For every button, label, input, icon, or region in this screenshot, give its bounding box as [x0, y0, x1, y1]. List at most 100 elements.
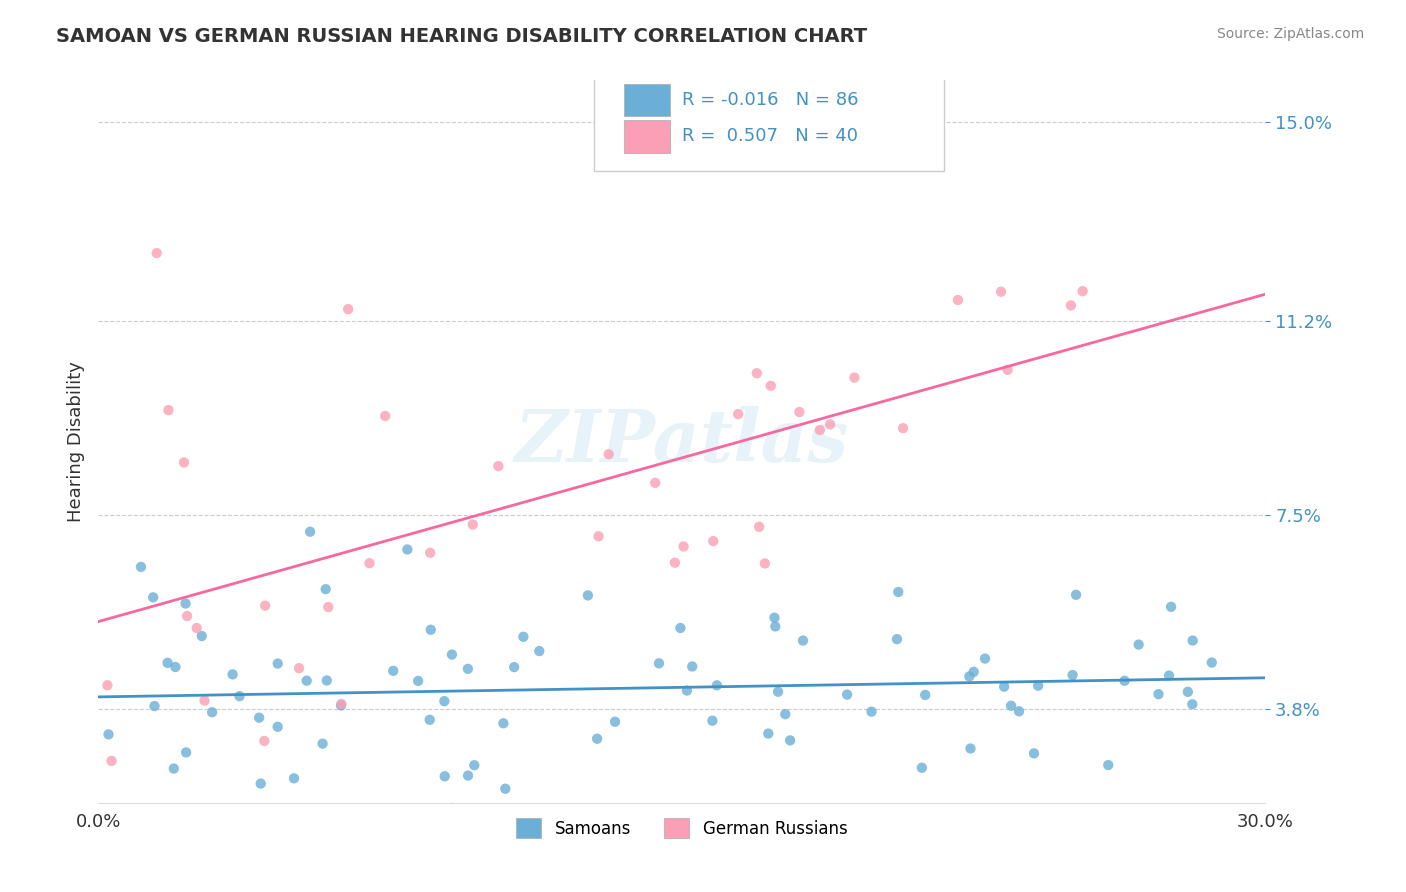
Point	[763, 610, 786, 624]
Point	[1128, 638, 1150, 652]
Point	[228, 689, 250, 703]
Point	[503, 660, 526, 674]
Point	[974, 651, 997, 665]
Point	[283, 772, 305, 786]
Point	[165, 660, 187, 674]
Point	[142, 591, 165, 605]
Point	[492, 716, 515, 731]
Point	[143, 699, 166, 714]
Point	[702, 534, 724, 549]
Point	[702, 714, 724, 728]
Text: Source: ZipAtlas.com: Source: ZipAtlas.com	[1216, 27, 1364, 41]
Point	[457, 768, 479, 782]
Point	[288, 661, 311, 675]
Point	[129, 560, 152, 574]
FancyBboxPatch shape	[624, 120, 671, 153]
Point	[887, 585, 910, 599]
Point	[146, 246, 169, 260]
Point	[990, 285, 1012, 299]
Point	[440, 648, 463, 662]
Point	[1071, 284, 1094, 298]
Point	[706, 678, 728, 692]
Point	[808, 423, 831, 437]
Point	[433, 694, 456, 708]
Point	[254, 599, 277, 613]
Point	[766, 684, 789, 698]
Point	[959, 741, 981, 756]
FancyBboxPatch shape	[624, 84, 671, 117]
Point	[311, 737, 333, 751]
Point	[997, 363, 1019, 377]
Point	[193, 693, 215, 707]
Point	[1201, 656, 1223, 670]
Point	[96, 678, 118, 692]
Point	[419, 713, 441, 727]
Point	[1060, 298, 1083, 312]
Point	[1177, 685, 1199, 699]
Point	[486, 459, 509, 474]
Point	[173, 455, 195, 469]
Point	[669, 621, 692, 635]
Point	[267, 657, 290, 671]
Point	[156, 656, 179, 670]
Point	[844, 370, 866, 384]
Point	[588, 529, 610, 543]
Point	[779, 733, 801, 747]
Point	[457, 662, 479, 676]
Point	[461, 517, 484, 532]
Text: R =  0.507   N = 40: R = 0.507 N = 40	[682, 127, 858, 145]
Point	[1062, 668, 1084, 682]
Point	[186, 621, 208, 635]
Point	[359, 556, 381, 570]
Point	[586, 731, 609, 746]
Point	[598, 447, 620, 461]
Point	[1000, 698, 1022, 713]
Point	[681, 659, 703, 673]
Point	[157, 403, 180, 417]
Point	[330, 697, 353, 711]
Point	[441, 801, 464, 815]
Point	[914, 688, 936, 702]
Point	[576, 589, 599, 603]
Point	[176, 609, 198, 624]
Point	[1022, 747, 1045, 761]
Text: SAMOAN VS GERMAN RUSSIAN HEARING DISABILITY CORRELATION CHART: SAMOAN VS GERMAN RUSSIAN HEARING DISABIL…	[56, 27, 868, 45]
Point	[191, 629, 214, 643]
Point	[97, 727, 120, 741]
Point	[789, 405, 811, 419]
Text: ZIPatlas: ZIPatlas	[515, 406, 849, 477]
FancyBboxPatch shape	[595, 62, 945, 170]
Point	[911, 761, 934, 775]
Point	[672, 540, 695, 554]
Point	[494, 781, 516, 796]
Point	[174, 597, 197, 611]
Point	[419, 623, 441, 637]
Point	[249, 776, 271, 790]
Point	[299, 524, 322, 539]
Point	[316, 600, 339, 615]
Point	[1114, 673, 1136, 688]
Point	[748, 520, 770, 534]
Point	[818, 417, 841, 432]
Point	[886, 632, 908, 647]
Point	[382, 664, 405, 678]
Point	[396, 542, 419, 557]
Point	[860, 705, 883, 719]
Point	[963, 665, 986, 679]
Point	[1026, 679, 1049, 693]
Text: R = -0.016   N = 86: R = -0.016 N = 86	[682, 91, 859, 109]
Point	[1064, 588, 1087, 602]
Point	[946, 293, 969, 307]
Point	[295, 673, 318, 688]
Point	[201, 706, 224, 720]
Point	[676, 683, 699, 698]
Point	[1147, 687, 1170, 701]
Point	[529, 644, 551, 658]
Point	[221, 667, 243, 681]
Point	[114, 822, 136, 836]
Point	[745, 366, 768, 380]
Point	[603, 714, 626, 729]
Point	[754, 557, 776, 571]
Y-axis label: Hearing Disability: Hearing Disability	[66, 361, 84, 522]
Point	[891, 421, 914, 435]
